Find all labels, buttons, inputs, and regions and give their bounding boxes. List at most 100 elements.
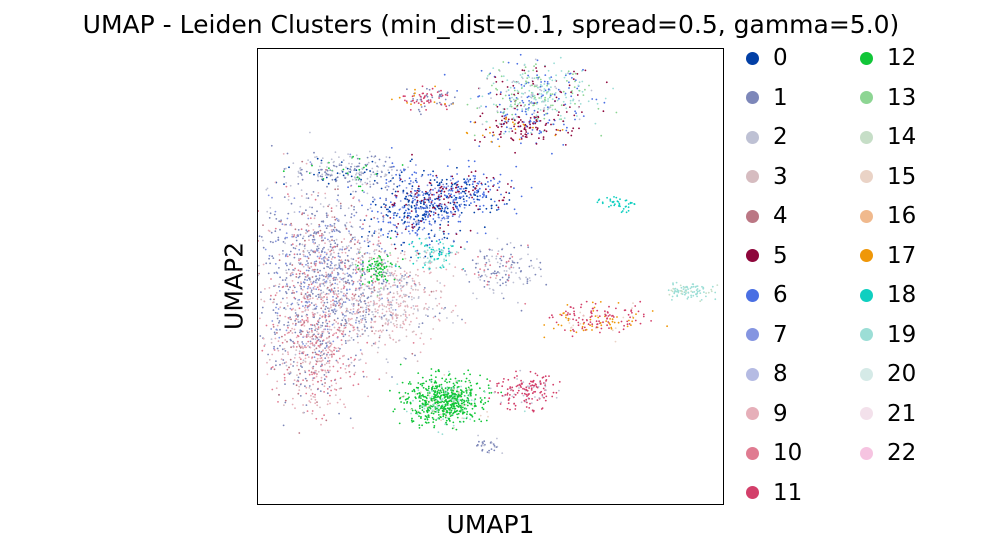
point-cluster-7 (302, 281, 305, 284)
point-cluster-11 (513, 403, 515, 405)
point-cluster-2 (512, 107, 515, 110)
point-cluster-12 (456, 382, 459, 384)
point-cluster-12 (469, 373, 471, 376)
point-cluster-6 (499, 111, 502, 113)
point-cluster-0 (462, 198, 465, 201)
point-cluster-1 (406, 88, 408, 91)
point-cluster-6 (553, 93, 556, 96)
point-cluster-12 (407, 392, 409, 395)
point-cluster-11 (525, 386, 528, 389)
point-cluster-9 (310, 193, 313, 196)
point-cluster-2 (515, 115, 518, 118)
point-cluster-9 (302, 361, 304, 364)
point-cluster-0 (363, 171, 366, 174)
point-cluster-6 (508, 97, 511, 100)
point-cluster-12 (456, 390, 458, 393)
point-cluster-7 (447, 185, 450, 188)
point-cluster-6 (477, 189, 480, 192)
point-cluster-7 (275, 306, 277, 309)
point-cluster-2 (334, 264, 337, 267)
point-cluster-1 (315, 275, 318, 278)
point-cluster-0 (401, 250, 404, 252)
point-cluster-9 (328, 325, 331, 328)
point-cluster-7 (346, 289, 348, 292)
point-cluster-12 (373, 273, 375, 276)
point-cluster-6 (538, 130, 541, 132)
point-cluster-9 (411, 277, 414, 280)
point-cluster-10 (258, 240, 259, 242)
point-cluster-2 (348, 232, 351, 235)
point-cluster-10 (317, 288, 320, 291)
point-cluster-1 (309, 278, 311, 281)
point-cluster-1 (499, 278, 502, 281)
point-cluster-13 (524, 66, 527, 69)
point-cluster-1 (329, 243, 332, 246)
point-cluster-13 (532, 95, 535, 98)
point-cluster-12 (434, 385, 437, 388)
point-cluster-6 (428, 223, 431, 225)
point-cluster-6 (377, 221, 380, 223)
point-cluster-9 (358, 289, 361, 291)
point-cluster-19 (528, 76, 530, 78)
point-cluster-6 (515, 97, 518, 99)
point-cluster-1 (320, 220, 323, 223)
point-cluster-12 (466, 401, 469, 404)
point-cluster-12 (463, 403, 466, 406)
point-cluster-5 (474, 170, 477, 173)
point-cluster-11 (514, 408, 517, 410)
point-cluster-6 (390, 147, 393, 149)
point-cluster-3 (357, 300, 360, 303)
point-cluster-2 (360, 268, 362, 271)
point-cluster-5 (506, 86, 509, 88)
point-cluster-18 (452, 245, 454, 247)
point-cluster-9 (312, 315, 314, 318)
point-cluster-7 (293, 197, 296, 200)
point-cluster-9 (367, 285, 370, 288)
point-cluster-9 (393, 324, 396, 327)
point-cluster-12 (404, 392, 407, 394)
point-cluster-1 (275, 364, 277, 367)
point-cluster-6 (387, 208, 390, 211)
point-cluster-2 (326, 277, 329, 280)
point-cluster-5 (399, 178, 402, 181)
point-cluster-4 (294, 228, 297, 231)
point-cluster-1 (326, 185, 328, 188)
point-cluster-2 (369, 180, 371, 183)
point-cluster-19 (468, 395, 471, 397)
point-cluster-2 (393, 281, 396, 284)
point-cluster-19 (492, 67, 495, 69)
point-cluster-19 (433, 407, 436, 409)
point-cluster-2 (284, 242, 286, 245)
point-cluster-0 (469, 178, 472, 181)
point-cluster-12 (379, 255, 381, 258)
point-cluster-3 (298, 385, 301, 388)
point-cluster-1 (308, 328, 311, 330)
point-cluster-7 (291, 235, 294, 238)
point-cluster-9 (316, 357, 319, 360)
point-cluster-19 (441, 403, 444, 406)
point-cluster-2 (296, 302, 299, 304)
point-cluster-1 (295, 239, 298, 242)
point-cluster-13 (380, 287, 382, 289)
point-cluster-12 (438, 404, 440, 407)
point-cluster-6 (474, 175, 476, 178)
point-cluster-1 (368, 287, 370, 290)
point-cluster-0 (434, 220, 436, 223)
point-cluster-5 (531, 80, 534, 83)
point-cluster-2 (397, 279, 400, 282)
point-cluster-12 (474, 398, 477, 400)
point-cluster-5 (524, 129, 527, 131)
point-cluster-2 (567, 72, 569, 74)
point-cluster-17 (518, 138, 521, 141)
point-cluster-1 (350, 247, 352, 249)
point-cluster-12 (450, 406, 453, 408)
point-cluster-15 (468, 388, 470, 391)
point-cluster-1 (290, 244, 293, 246)
point-cluster-1 (483, 280, 486, 282)
point-cluster-9 (264, 288, 266, 290)
point-cluster-19 (433, 250, 436, 253)
point-cluster-11 (440, 89, 442, 92)
point-cluster-9 (341, 343, 343, 346)
point-cluster-2 (516, 378, 518, 380)
point-cluster-5 (518, 116, 521, 119)
